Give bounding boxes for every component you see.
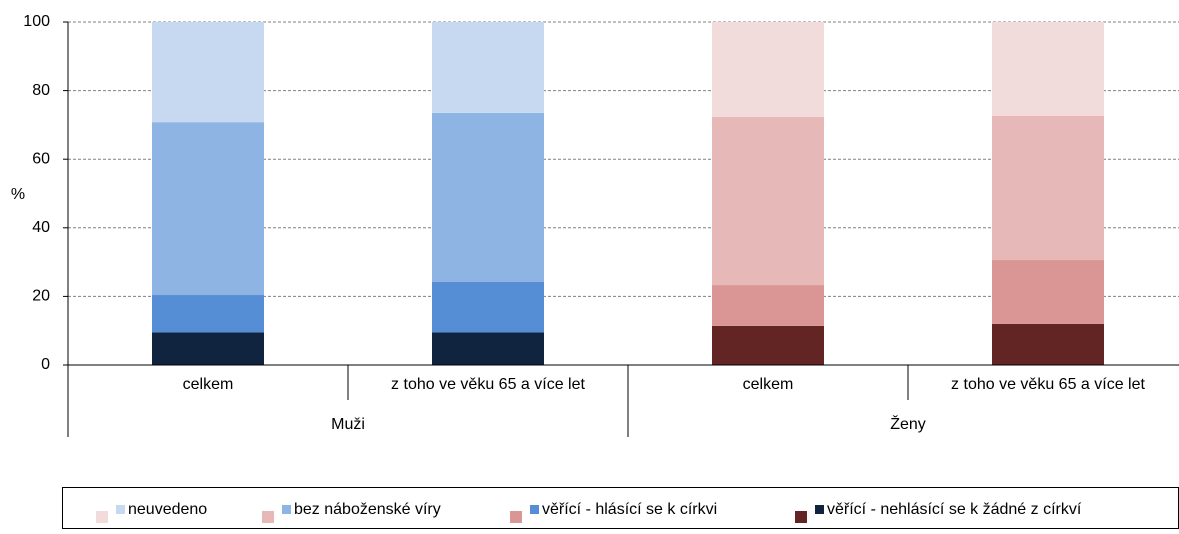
bar-segment	[432, 281, 544, 333]
legend-swatch	[815, 505, 824, 514]
x-tick-label: celkem	[743, 376, 794, 393]
legend-swatch	[530, 505, 539, 514]
legend-label: bez náboženské víry	[294, 501, 441, 518]
legend-label: věřící - hlásící se k církvi	[542, 501, 717, 518]
legend-swatch	[795, 511, 807, 523]
legend-swatch	[116, 505, 125, 514]
bar-segment	[992, 22, 1104, 116]
bar-segment	[432, 22, 544, 113]
bar-segment	[432, 112, 544, 282]
legend-label: neuvedeno	[128, 501, 207, 518]
bar-segment	[432, 332, 544, 365]
bar-segment	[712, 285, 824, 326]
y-axis-label: %	[11, 186, 25, 203]
group-label: Ženy	[890, 414, 926, 433]
bar-segment	[992, 260, 1104, 324]
x-tick-label: z toho ve věku 65 a více let	[391, 376, 585, 393]
legend-label: věřící - nehlásící se k žádné z církví	[827, 501, 1082, 518]
bar-segment	[152, 295, 264, 333]
legend-swatch	[510, 511, 522, 523]
bar-segment	[992, 323, 1104, 365]
group-label: Muži	[331, 416, 365, 433]
y-tick-label: 60	[32, 150, 50, 167]
x-tick-label: z toho ve věku 65 a více let	[951, 376, 1145, 393]
y-tick-label: 40	[32, 219, 50, 236]
legend-swatch	[96, 511, 108, 523]
bar-segment	[992, 115, 1104, 261]
bar-segment	[712, 117, 824, 286]
legend-swatch	[282, 505, 291, 514]
bar-segment	[712, 325, 824, 365]
y-tick-label: 80	[32, 82, 50, 99]
bar-segment	[712, 22, 824, 118]
y-tick-label: 100	[23, 13, 50, 30]
y-tick-label: 0	[41, 356, 50, 373]
legend-swatch	[262, 511, 274, 523]
y-tick-label: 20	[32, 288, 50, 305]
bar-segment	[152, 22, 264, 123]
x-tick-label: celkem	[183, 376, 234, 393]
bar-segment	[152, 122, 264, 296]
bar-segment	[152, 332, 264, 365]
